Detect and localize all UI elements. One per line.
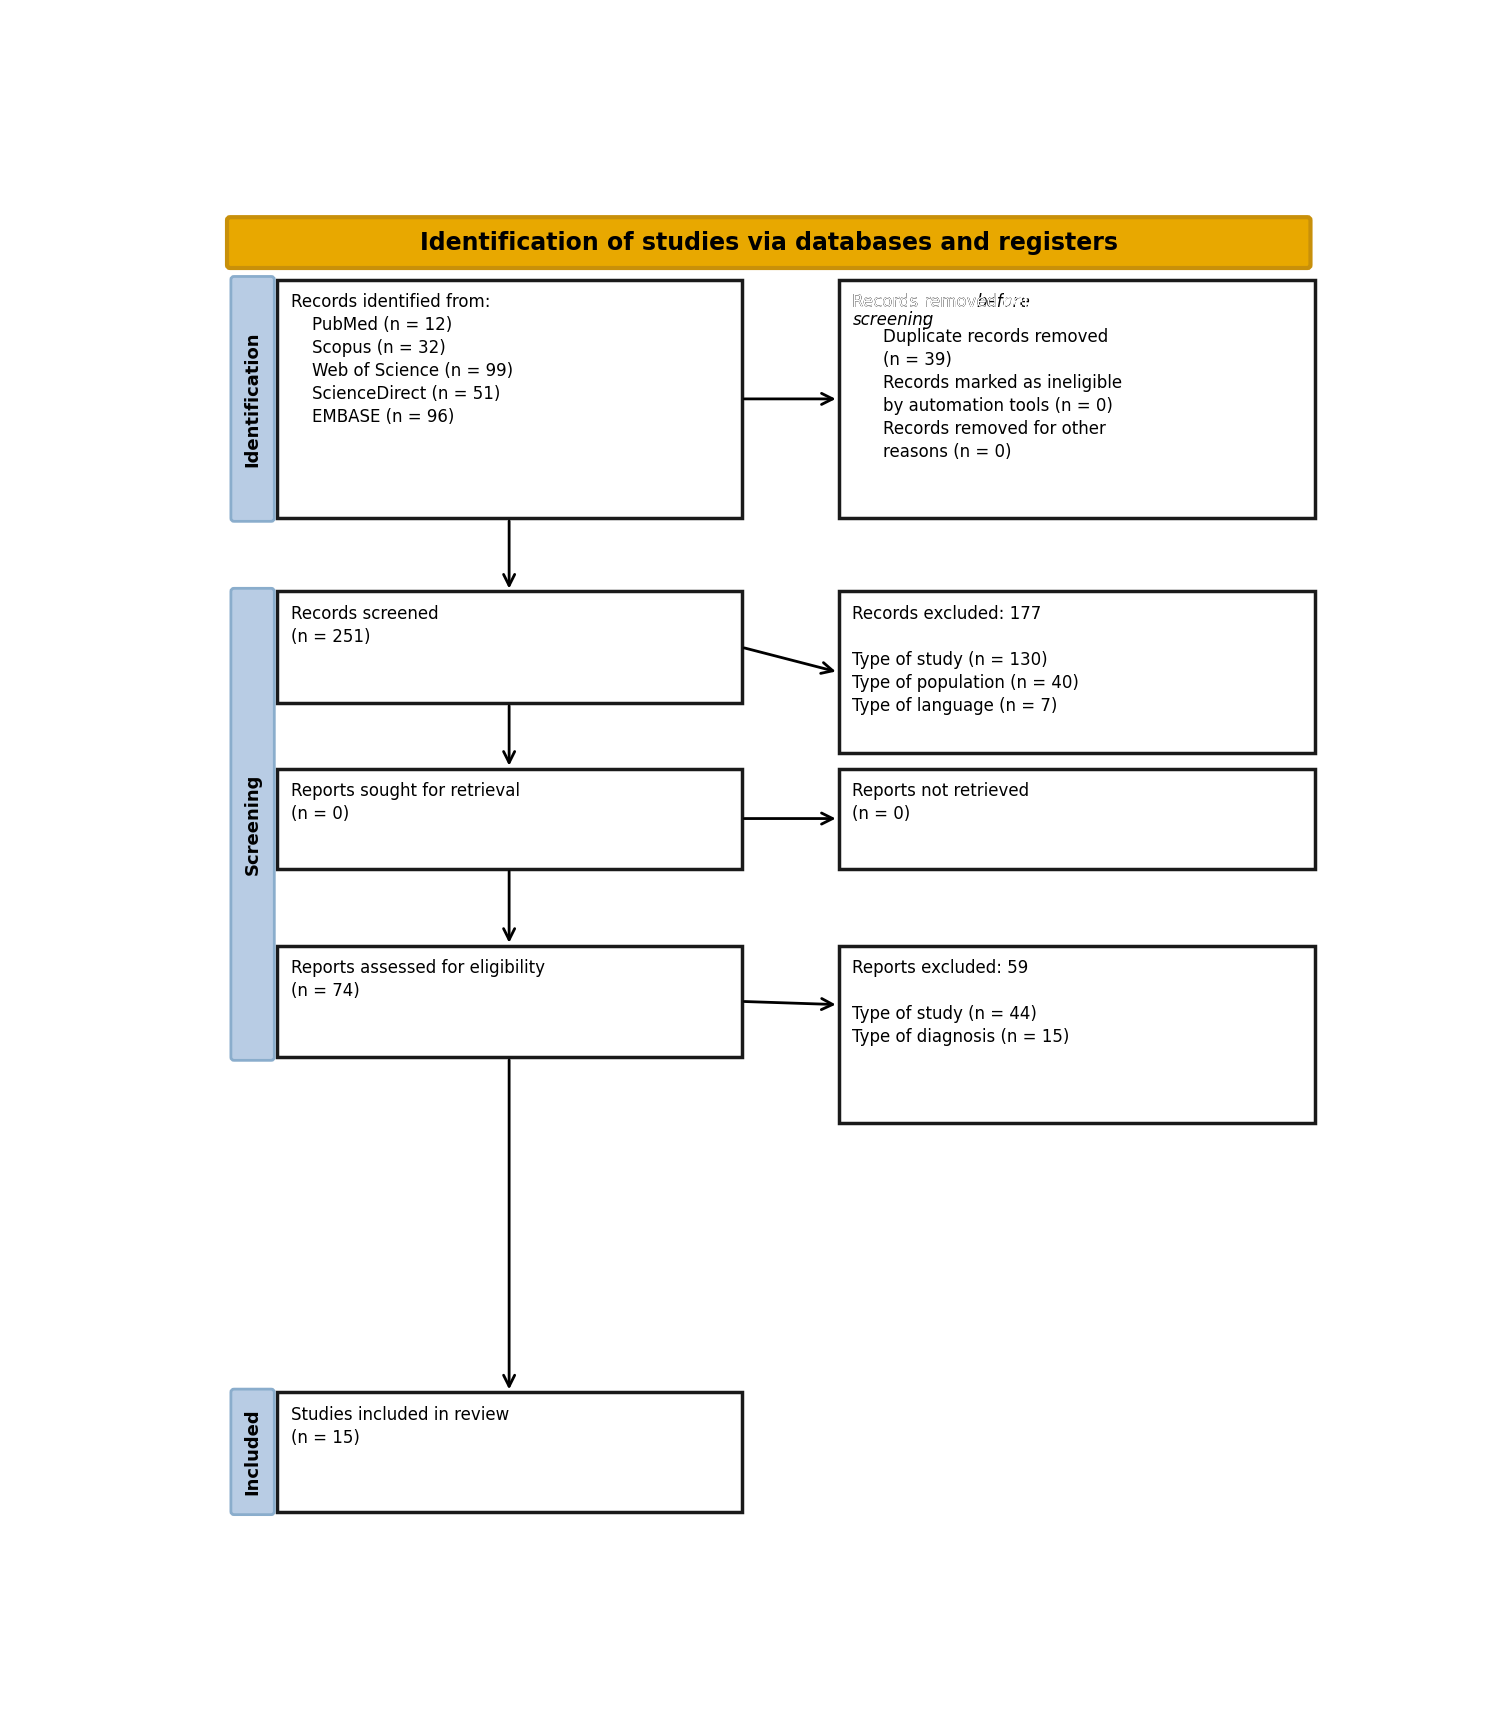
Text: Reports assessed for eligibility
(n = 74): Reports assessed for eligibility (n = 74… [291,960,544,1001]
FancyBboxPatch shape [231,277,274,521]
Text: Reports sought for retrieval
(n = 0): Reports sought for retrieval (n = 0) [291,783,519,824]
Text: Records screened
(n = 251): Records screened (n = 251) [291,605,438,647]
Bar [276,1391,741,1512]
FancyBboxPatch shape [231,1390,274,1515]
Text: Records removed: Records removed [852,294,1004,311]
Text: Studies included in review
(n = 15): Studies included in review (n = 15) [291,1405,508,1447]
Text: Reports excluded: 59

Type of study (n = 44)
Type of diagnosis (n = 15): Reports excluded: 59 Type of study (n = … [852,960,1070,1046]
Bar [839,592,1316,753]
Text: before: before [976,294,1030,311]
Text: Records excluded: 177

Type of study (n = 130)
Type of population (n = 40)
Type : Records excluded: 177 Type of study (n =… [852,605,1080,716]
Text: Records removed: Records removed [852,294,1004,311]
Text: Screening: Screening [243,774,261,875]
Bar [276,769,741,869]
Text: Identification: Identification [243,332,261,466]
Bar [276,946,741,1058]
Text: screening: screening [852,311,933,329]
Bar [839,946,1316,1123]
Bar [839,769,1316,869]
Bar [839,280,1316,518]
Bar [276,280,741,518]
Text: Reports not retrieved
(n = 0): Reports not retrieved (n = 0) [852,783,1029,824]
Text: Identification of studies via databases and registers: Identification of studies via databases … [420,230,1118,255]
Text: Duplicate records removed
(n = 39)
Records marked as ineligible
by automation to: Duplicate records removed (n = 39) Recor… [884,329,1122,461]
FancyBboxPatch shape [231,588,274,1060]
FancyBboxPatch shape [226,217,1311,268]
Text: Included: Included [243,1409,261,1495]
Text: Records removed ​​​​​​​​​​​​​​​​​​before: Records removed ​​​​​​​​​​​​​​​​​​before [852,294,1056,311]
Bar [276,592,741,703]
Text: Records identified from:
    PubMed (n = 12)
    Scopus (n = 32)
    Web of Scie: Records identified from: PubMed (n = 12)… [291,294,513,427]
Text: :: : [922,311,928,329]
